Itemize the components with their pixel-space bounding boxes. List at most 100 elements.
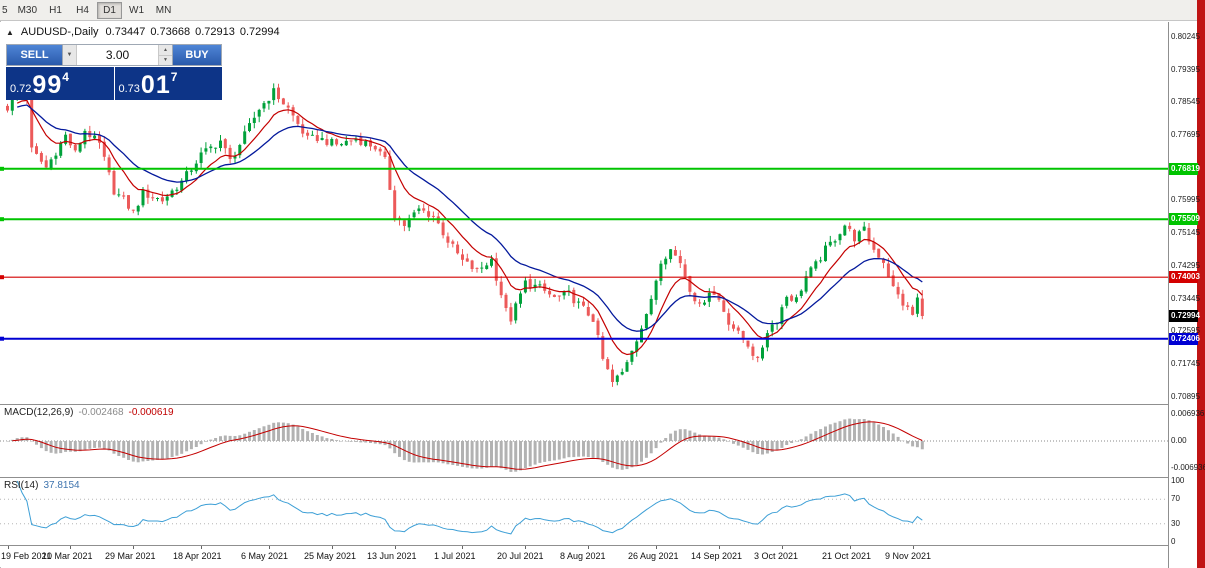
ohlc-low: 0.72913 [195,26,235,38]
rsi-header: RSI(14) 37.8154 [4,480,80,491]
lot-increase-button[interactable]: ▲ [158,45,172,56]
price-tick-label: 0.75995 [1171,195,1200,205]
timeframe-button-5[interactable]: 5 [0,2,12,19]
price-tick-label: 0.77695 [1171,130,1200,140]
date-label: 29 Mar 2021 [105,551,156,561]
price-chart-panel[interactable]: ▲ AUDUSD-,Daily 0.73447 0.73668 0.72913 … [0,22,1168,404]
macd-main-value: -0.002468 [78,407,124,418]
panel-separator[interactable] [0,404,1197,405]
bid-point: 4 [62,70,69,84]
date-tick-mark [850,546,851,549]
level-price-label: 0.76819 [1169,162,1200,175]
trade-prices-row: 0.72 99 4 0.73 01 7 [6,67,222,100]
date-label: 19 Feb 2021 [1,551,52,561]
rsi-tick-label: 70 [1171,494,1180,504]
ask-price[interactable]: 0.73 01 7 [114,67,222,100]
date-label: 9 Nov 2021 [885,551,932,561]
timeframe-button-mn[interactable]: MN [151,2,176,19]
date-label: 21 Oct 2021 [822,551,872,561]
rsi-tick-label: 100 [1171,476,1185,485]
timeframe-button-h1[interactable]: H1 [43,2,68,19]
date-label: 8 Aug 2021 [560,551,606,561]
symbol-label: AUDUSD-,Daily [20,26,99,38]
price-tick-label: 0.71745 [1171,359,1200,369]
date-axis[interactable]: 19 Feb 2021 10 Mar 2021 29 Mar 2021 18 Apr … [0,546,1168,567]
macd-signal-value: -0.000619 [128,407,174,418]
date-label: 3 Oct 2021 [754,551,799,561]
date-label: 13 Jun 2021 [367,551,417,561]
macd-tick-label: -0.006936 [1171,462,1205,472]
collapse-trade-panel-button[interactable]: ▲ [6,27,14,37]
date-label: 10 Mar 2021 [42,551,93,561]
price-axis[interactable]: 0.802450.793950.785450.776950.768450.759… [1168,22,1205,568]
price-tick-label: 0.70895 [1171,391,1200,401]
lot-dropdown-button[interactable]: ▼ [63,45,77,65]
date-tick-mark [913,546,914,549]
date-label: 6 May 2021 [241,551,289,561]
macd-panel[interactable]: MACD(12,26,9) -0.002468 -0.000619 [0,405,1168,477]
date-tick-mark [201,546,202,549]
date-tick-mark [133,546,134,549]
bid-price[interactable]: 0.72 99 4 [6,67,114,100]
date-label: 18 Apr 2021 [173,551,222,561]
ask-prefix: 0.73 [118,83,140,95]
panel-separator[interactable] [0,545,1197,546]
panel-separator[interactable] [0,477,1197,478]
ask-point: 7 [170,70,178,84]
ohlc-open: 0.73447 [105,26,146,38]
bid-prefix: 0.72 [10,83,32,95]
rsi-tick-label: 30 [1171,518,1180,528]
macd-tick-label: 0.006936 [1171,409,1205,419]
timeframe-button-h4[interactable]: H4 [70,2,95,19]
ask-pips: 01 [140,71,171,99]
macd-name: MACD(12,26,9) [4,407,74,418]
date-label: 20 Jul 2021 [497,551,544,561]
date-tick-mark [395,546,396,549]
date-tick-mark [332,546,333,549]
date-tick-mark [719,546,720,549]
date-label: 25 May 2021 [304,551,357,561]
window-edge-stripe [1197,0,1205,568]
date-tick-mark [656,546,657,549]
level-price-label: 0.75509 [1169,213,1200,226]
ohlc-high: 0.73668 [150,26,191,38]
macd-header: MACD(12,26,9) -0.002468 -0.000619 [4,407,174,418]
rsi-name: RSI(14) [4,480,39,491]
buy-button[interactable]: BUY [173,45,221,65]
rsi-panel[interactable]: RSI(14) 37.8154 [0,478,1168,545]
macd-tick-label: 0.00 [1171,436,1187,445]
timeframe-button-m30[interactable]: M30 [14,2,41,19]
price-tick-label: 0.75145 [1171,228,1200,238]
date-tick-mark [782,546,783,549]
timeframe-button-d1[interactable]: D1 [97,1,123,19]
price-tick-label: 0.73445 [1171,293,1200,303]
price-tick-label: 0.78545 [1171,97,1200,107]
date-tick-mark [525,546,526,549]
lot-size-input[interactable] [77,45,158,65]
date-label: 1 Jul 2021 [434,551,476,561]
date-label: 14 Sep 2021 [691,551,743,561]
date-tick-mark [588,546,589,549]
macd-chart [0,418,1168,472]
candlestick-chart[interactable] [0,22,1168,404]
rsi-chart [0,480,1168,535]
bid-pips: 99 [32,71,63,99]
price-tick-label: 0.74295 [1171,260,1200,270]
rsi-value: 37.8154 [43,480,80,491]
price-tick-label: 0.79395 [1171,64,1200,74]
date-tick-mark [462,546,463,549]
price-tick-label: 0.80245 [1171,31,1200,41]
timeframe-button-w1[interactable]: W1 [124,2,149,19]
ohlc-close: 0.72994 [239,26,280,38]
sell-button[interactable]: SELL [7,45,62,65]
date-tick-mark [269,546,270,549]
chart-header: ▲ AUDUSD-,Daily 0.73447 0.73668 0.72913 … [6,26,280,38]
lot-spinner: ▲ ▼ [158,45,172,65]
date-tick-mark [70,546,71,549]
price-tick-label: 0.72595 [1171,326,1200,336]
lot-decrease-button[interactable]: ▼ [158,55,172,65]
date-tick-mark [8,546,9,549]
current-price-label: 0.72994 [1169,310,1200,323]
trade-controls-row: SELL ▼ ▲ ▼ BUY [6,44,222,66]
level-price-label: 0.74003 [1169,271,1200,284]
